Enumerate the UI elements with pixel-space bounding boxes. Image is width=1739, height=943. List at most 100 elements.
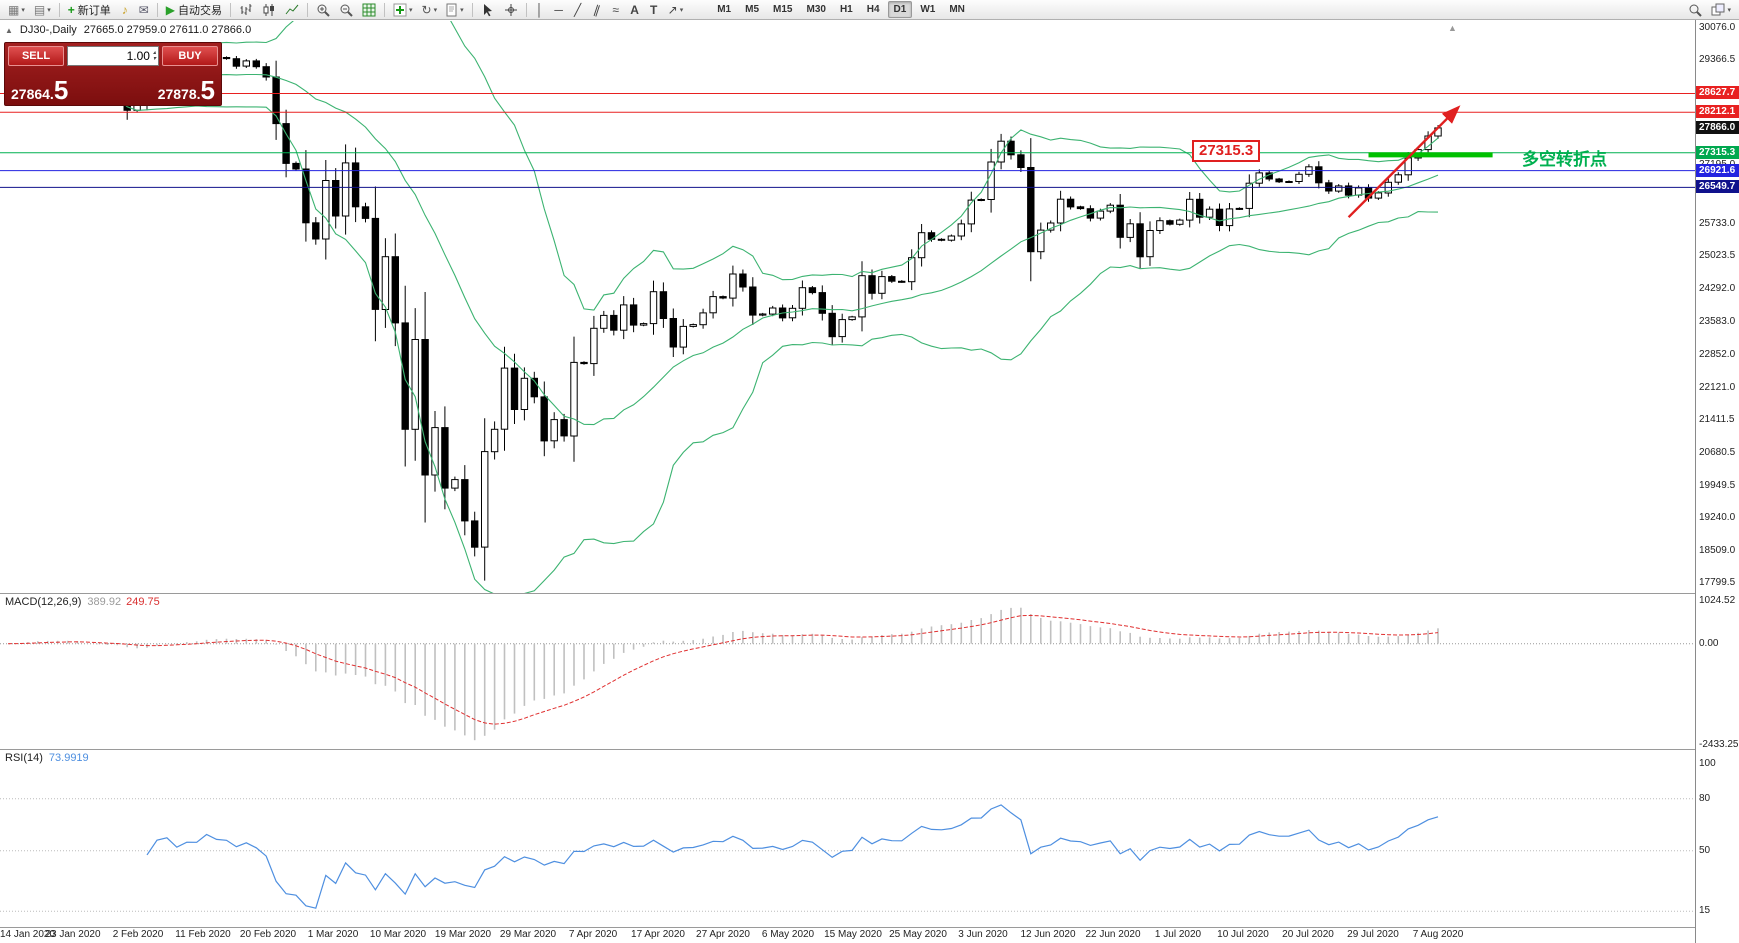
time-axis-label: 1 Mar 2020: [307, 929, 359, 940]
price-tick: 22852.0: [1699, 349, 1736, 360]
buy-button[interactable]: BUY: [162, 46, 218, 66]
bollinger-middle: [7, 68, 1439, 426]
one-click-trading-panel: SELL 1.00 ▴ ▾ BUY 27864.5 27878.5: [4, 42, 222, 106]
trend-arrow: [1347, 105, 1461, 219]
symbol-period-title: DJ30-,Daily: [19, 24, 77, 36]
panel-separator[interactable]: [0, 593, 1739, 594]
text-tool-icon[interactable]: A: [626, 1, 644, 18]
collapse-panel-icon[interactable]: ▲: [5, 25, 13, 35]
scroll-to-end-marker[interactable]: ▲: [1448, 23, 1457, 33]
vertical-line-icon[interactable]: │: [531, 1, 549, 18]
toolbar-separator: [58, 2, 60, 17]
macd-tick: -2433.25: [1699, 739, 1739, 750]
fibonacci-icon[interactable]: ≈: [607, 1, 625, 18]
bar-chart-icon[interactable]: [235, 1, 257, 18]
macd-label: MACD(12,26,9) 389.92 249.75: [5, 596, 160, 608]
line-chart-icon[interactable]: [281, 1, 303, 18]
rsi-value: 73.9919: [48, 752, 89, 764]
volume-field[interactable]: 1.00 ▴ ▾: [67, 46, 159, 66]
time-axis-label: 15 May 2020: [824, 929, 882, 940]
trendline-icon[interactable]: ╱: [569, 1, 587, 18]
zoom-in-button[interactable]: [312, 1, 334, 18]
panel-separator: [0, 927, 1739, 928]
time-axis-label: 14 Jan 2020: [0, 929, 56, 940]
sell-button[interactable]: SELL: [8, 46, 64, 66]
zoom-out-button[interactable]: [335, 1, 357, 18]
new-order-button[interactable]: + 新订单: [64, 1, 115, 18]
time-axis-label: 10 Mar 2020: [369, 929, 427, 940]
toolbar-separator: [471, 2, 473, 17]
crosshair-icon[interactable]: [500, 1, 522, 18]
timeframe-button-w1[interactable]: W1: [914, 1, 941, 18]
periods-button[interactable]: ↻ ▾: [418, 1, 442, 18]
price-tick: 18509.0: [1699, 545, 1736, 556]
macd-signal-value: 249.75: [126, 596, 160, 608]
price-line-label: 28212.1: [1696, 105, 1739, 118]
buy-price: 27878.5: [157, 75, 215, 105]
time-axis-label: 20 Feb 2020: [239, 929, 297, 940]
toolbar-separator: [307, 2, 309, 17]
macd-main-value: 389.92: [87, 596, 122, 608]
windows-icon[interactable]: ▾: [1707, 1, 1735, 18]
time-axis-label: 22 Jun 2020: [1085, 929, 1141, 940]
rsi-tick: 100: [1699, 758, 1716, 769]
timeframe-button-d1[interactable]: D1: [887, 1, 913, 18]
price-line-label: 27315.3: [1696, 146, 1739, 159]
macd-signal-line: [7, 614, 1439, 725]
timeframe-button-m15[interactable]: M15: [767, 1, 798, 18]
main-toolbar: ▦ ▾ ▤ ▾ + 新订单 ♪ ✉ ▶ 自动交易 ▾ ↻ ▾ ▾ │ ─ ╱ ∥ ≈ A …: [0, 0, 1739, 20]
time-axis-label: 11 Feb 2020: [175, 929, 231, 940]
profiles-button[interactable]: ▤ ▾: [30, 1, 55, 18]
rsi-line: [146, 804, 1439, 909]
time-axis-label: 7 Aug 2020: [1412, 929, 1464, 940]
time-axis-label: 2 Feb 2020: [112, 929, 164, 940]
timeframe-button-m1[interactable]: M1: [711, 1, 737, 18]
candlestick-chart-icon[interactable]: [258, 1, 280, 18]
timeframe-button-m30[interactable]: M30: [800, 1, 831, 18]
ohlc-values: 27665.0 27959.0 27611.0 27866.0: [83, 24, 252, 36]
cursor-icon[interactable]: [477, 1, 499, 18]
news-icon[interactable]: ✉: [135, 1, 153, 18]
templates-button[interactable]: ▾: [442, 1, 468, 18]
price-line-label: 27866.0: [1696, 121, 1739, 134]
price-tick: 25733.0: [1699, 218, 1736, 229]
price-tick: 22121.0: [1699, 382, 1736, 393]
price-tick: 20680.5: [1699, 447, 1736, 458]
macd-tick: 0.00: [1699, 638, 1719, 649]
price-tick: 19949.5: [1699, 480, 1736, 491]
price-tick: 29366.5: [1699, 54, 1736, 65]
time-axis-label: 7 Apr 2020: [568, 929, 618, 940]
price-tick: 30076.0: [1699, 22, 1736, 33]
grid-icon[interactable]: [358, 1, 380, 18]
search-icon[interactable]: [1684, 1, 1706, 18]
panel-separator[interactable]: [0, 749, 1739, 750]
timeframe-button-mn[interactable]: MN: [943, 1, 971, 18]
timeframe-button-h1[interactable]: H1: [834, 1, 859, 18]
autotrading-button[interactable]: ▶ 自动交易: [162, 1, 226, 18]
price-line-label: 26921.6: [1696, 164, 1739, 177]
price-tick: 19240.0: [1699, 512, 1736, 523]
timeframe-button-h4[interactable]: H4: [861, 1, 886, 18]
new-chart-button[interactable]: ▦ ▾: [4, 1, 29, 18]
indicators-button[interactable]: ▾: [389, 1, 417, 18]
new-order-label: 新订单: [77, 4, 111, 17]
volume-spinner[interactable]: ▴ ▾: [153, 50, 156, 62]
toolbar-separator: [230, 2, 232, 17]
time-axis-label: 25 May 2020: [889, 929, 947, 940]
spin-down-icon[interactable]: ▾: [152, 56, 156, 62]
arrows-tool-icon[interactable]: ↗ ▾: [664, 1, 688, 18]
timeframe-button-m5[interactable]: M5: [739, 1, 765, 18]
time-axis-label: 29 Jul 2020: [1347, 929, 1399, 940]
price-flag-annotation[interactable]: 27315.3: [1192, 140, 1261, 162]
label-tool-icon[interactable]: T: [645, 1, 663, 18]
time-axis[interactable]: 14 Jan 2020 23 Jan 2020 2 Feb 2020 11 Feb 2…: [0, 928, 1695, 943]
time-axis-label: 12 Jun 2020: [1020, 929, 1076, 940]
candlestick-series: [4, 47, 1442, 581]
rsi-layer: [0, 798, 1695, 912]
channel-icon[interactable]: ∥: [588, 1, 606, 18]
price-axis[interactable]: 30076.0 29366.5 28627.7 28212.1 27866.0 27315…: [1695, 20, 1739, 943]
sound-icon[interactable]: ♪: [116, 1, 134, 18]
horizontal-line-icon[interactable]: ─: [550, 1, 568, 18]
turning-point-label[interactable]: 多空转折点: [1522, 150, 1607, 169]
